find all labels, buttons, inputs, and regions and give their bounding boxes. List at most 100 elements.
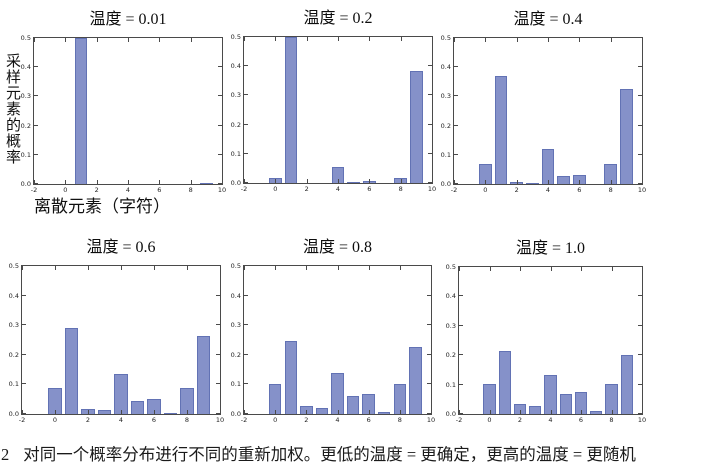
bar-x3 (529, 406, 542, 414)
xtick-label: -2 (18, 416, 26, 424)
xtick-label: 4 (545, 186, 551, 194)
tick-x-top (244, 266, 245, 270)
tick-y-left (459, 413, 463, 414)
tick-y-right (638, 153, 642, 155)
tick-x-top (187, 266, 188, 270)
xtick-label: 2 (304, 416, 309, 424)
tick-y-left (22, 294, 26, 296)
tick-y-right (216, 413, 220, 414)
tick-x-top (516, 38, 518, 42)
tick-y-left (34, 153, 38, 155)
tick-y-right (428, 123, 432, 125)
tick-x-top (65, 38, 67, 42)
chart-temperature-0.01: 温度 = 0.01 -2 0 2 4 6 8 10 0.0 0.1 0.2 0.3 0.4 0.5 (21, 11, 226, 194)
tick-x-top (306, 266, 308, 270)
tick-y-right (638, 266, 642, 267)
xtick-label: 0 (273, 185, 278, 193)
ytick-label: 0.0 (230, 410, 241, 418)
tick-x-top (87, 266, 89, 270)
chart-title: 温度 = 0.4 (513, 11, 583, 28)
tick-y-right (427, 383, 431, 385)
ytick-label: 0.1 (445, 380, 456, 389)
ytick-label: 0.3 (230, 321, 241, 330)
ytick-label: 0.3 (445, 321, 456, 330)
tick-x-bottom (128, 180, 129, 184)
bar-x7 (163, 412, 178, 414)
chart-temperature-1.0: 温度 = 1.0 -2 0 2 4 6 8 10 0.0 0.1 0.2 0.3 0.4 0.5 (446, 240, 646, 424)
tick-x-top (337, 266, 339, 270)
ytick-label: 0.1 (440, 150, 451, 159)
xtick-label: 2 (304, 185, 309, 193)
xtick-label: 4 (335, 185, 341, 193)
tick-x-top (485, 38, 487, 42)
xtick-label: 8 (184, 416, 190, 424)
tick-y-left (22, 353, 26, 355)
chart-temperature-0.4: 温度 = 0.4 -2 0 2 4 6 8 10 0.0 0.1 0.2 0.3 0.4 0.5 (441, 11, 646, 194)
tick-x-bottom (87, 410, 89, 414)
figure-y-axis-label: 采样元素的概率 (4, 53, 20, 165)
ytick-label: 0.5 (8, 262, 19, 270)
xtick-label: 4 (335, 416, 340, 424)
xtick-label: 0 (487, 416, 492, 424)
tick-x-top (642, 267, 643, 271)
ytick-label: 0.2 (8, 350, 19, 359)
tick-y-right (638, 324, 642, 326)
tick-x-top (54, 266, 56, 270)
xtick-label: -2 (450, 186, 458, 194)
xtick-label: 8 (188, 186, 193, 194)
xtick-label: 6 (151, 416, 157, 424)
xtick-label: 6 (578, 416, 584, 424)
tick-x-top (548, 38, 549, 42)
tick-y-left (244, 383, 248, 385)
bar-x9 (200, 183, 213, 184)
bar-x1 (64, 328, 79, 414)
tick-x-bottom (65, 180, 67, 184)
tick-x-top (520, 267, 521, 271)
tick-y-right (218, 95, 222, 97)
xtick-label: 10 (637, 416, 647, 424)
ytick-label: 0.2 (230, 120, 241, 129)
tick-x-top (306, 37, 308, 41)
tick-y-right (638, 354, 642, 356)
bar-x3 (315, 407, 329, 414)
tick-y-left (22, 413, 26, 414)
ytick-label: 0.5 (20, 34, 31, 42)
ytick-label: 0.2 (445, 351, 456, 360)
ytick-label: 0.4 (8, 291, 19, 300)
tick-x-bottom (190, 180, 192, 184)
ytick-label: 0.0 (230, 179, 241, 187)
tick-x-top (128, 38, 129, 42)
tick-y-left (459, 383, 463, 385)
tick-x-top (244, 37, 245, 41)
bar-x2 (513, 403, 527, 414)
tick-y-left (454, 183, 458, 184)
tick-y-left (22, 324, 26, 326)
chart-title: 温度 = 0.01 (89, 11, 167, 28)
tick-x-top (275, 266, 277, 270)
bar-x3 (97, 410, 112, 414)
xtick-label: 10 (215, 416, 225, 424)
xtick-label: 6 (367, 185, 372, 193)
bar-x1 (498, 351, 511, 414)
figure-caption-text: 对同一个概率分布进行不同的重新加权。更低的温度 = 更确定，更高的温度 = 更随… (23, 445, 636, 464)
figure-x-axis-label: 离散元素（字符） (34, 197, 170, 216)
tick-y-right (216, 353, 220, 355)
tick-x-top (550, 267, 552, 271)
bar-x1 (284, 341, 297, 414)
bar-x1 (284, 37, 298, 183)
tick-x-top (34, 38, 35, 42)
bar-x4 (114, 374, 128, 414)
tick-y-right (638, 124, 642, 126)
tick-y-left (459, 354, 463, 356)
bar-x0 (268, 384, 282, 414)
xtick-label: 0 (483, 186, 488, 194)
ytick-label: 0.4 (20, 63, 31, 72)
tick-x-bottom (550, 410, 552, 414)
plot-area: -2 0 2 4 6 8 10 0.0 0.1 0.2 0.3 0.4 0.5 (21, 34, 226, 194)
tick-x-bottom (121, 410, 122, 414)
plot-area: -2 0 2 4 6 8 10 0.0 0.1 0.2 0.3 0.4 0.5 (9, 262, 224, 424)
tick-x-bottom (431, 410, 432, 414)
tick-y-right (427, 413, 431, 414)
plot-area: -2 0 2 4 6 8 10 0.0 0.1 0.2 0.3 0.4 0.5 (446, 263, 646, 424)
ytick-label: 0.5 (445, 263, 456, 271)
